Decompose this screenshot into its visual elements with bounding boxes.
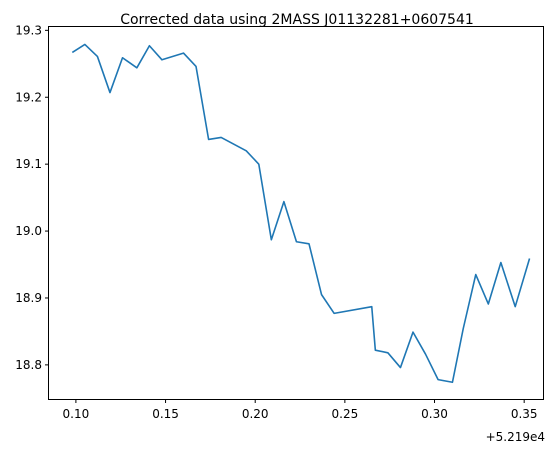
- y-tick-label: 19.2: [15, 90, 42, 104]
- plot-area: [71, 43, 531, 384]
- x-tick-label: 0.25: [332, 407, 359, 421]
- x-axis: 0.10 0.15 0.20 0.25 0.30 0.35: [63, 399, 538, 421]
- y-tick-label: 18.8: [15, 358, 42, 372]
- axes-frame: [48, 26, 544, 400]
- y-tick-label: 19.1: [15, 157, 42, 171]
- y-tick-label: 19.3: [15, 23, 42, 37]
- x-tick-label: 0.30: [421, 407, 448, 421]
- x-tick-label: 0.35: [511, 407, 538, 421]
- x-tick-label: 0.20: [242, 407, 269, 421]
- x-tick-label: 0.10: [63, 407, 90, 421]
- y-tick-label: 18.9: [15, 291, 42, 305]
- series-line-0: [71, 43, 531, 384]
- y-tick-label: 19.0: [15, 224, 42, 238]
- x-offset-label: +5.219e4: [486, 430, 545, 444]
- chart-title: Corrected data using 2MASS J01132281+060…: [120, 12, 474, 28]
- x-tick-label: 0.15: [152, 407, 179, 421]
- y-axis: 18.8 18.9 19.0 19.1 19.2 19.3: [15, 23, 49, 372]
